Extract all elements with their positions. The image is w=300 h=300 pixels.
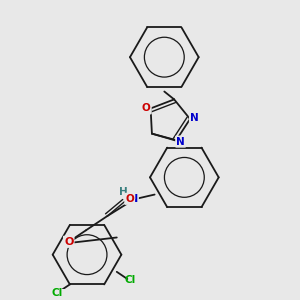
Text: N: N [190,112,199,123]
Text: Cl: Cl [124,275,135,285]
Text: Cl: Cl [51,288,63,298]
Text: O: O [64,237,74,247]
Text: N: N [176,136,185,147]
Text: O: O [142,103,151,113]
Text: O: O [125,194,134,204]
Text: N: N [128,194,138,204]
Text: H: H [119,187,128,197]
